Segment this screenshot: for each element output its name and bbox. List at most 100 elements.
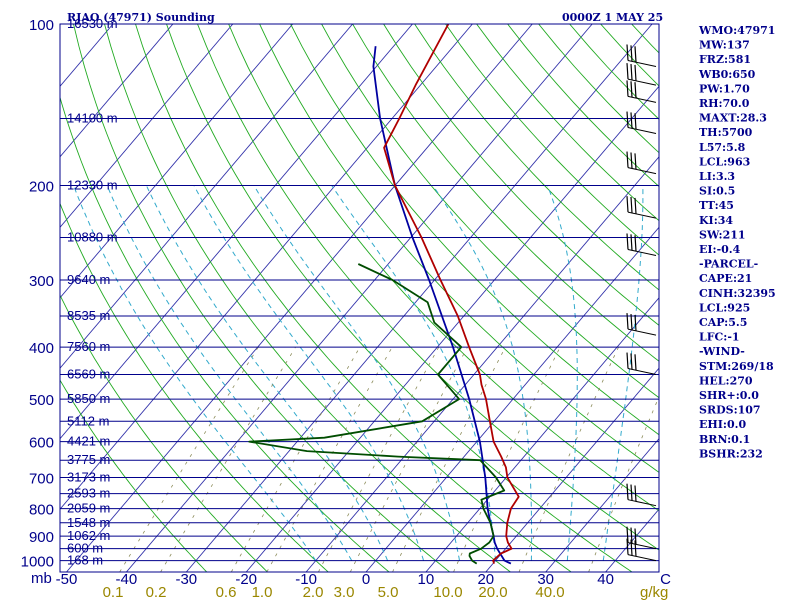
isotherm-line (66, 24, 533, 572)
height-label: 3775 m (67, 452, 110, 467)
pressure-label: 100 (29, 17, 54, 34)
wind-barb-shaft (627, 554, 657, 562)
pressure-label: 800 (29, 502, 54, 519)
wind-barb-flag (634, 82, 637, 99)
wind-barb-shaft (627, 78, 657, 86)
wind-barb (626, 63, 657, 86)
mixing-ratio-label: 5.0 (378, 584, 399, 600)
mixing-ratio-line (230, 346, 361, 572)
isotherm-line (60, 24, 353, 369)
sounding-index: KI:34 (699, 214, 733, 227)
dry-adiabat (445, 24, 659, 256)
wind-barb-shaft (627, 95, 657, 103)
pressure-label: 500 (29, 392, 54, 409)
wind-barb-flag (630, 152, 633, 169)
wind-barb-shaft (627, 248, 657, 256)
wind-barb-flag (626, 538, 629, 555)
dry-adiabat (60, 379, 208, 572)
chart-time: 0000Z 1 MAY 25 (562, 11, 663, 24)
wind-barb-flag (626, 313, 629, 330)
dry-adiabat (166, 24, 633, 572)
wind-barb (626, 196, 657, 219)
wind-barb-flag (630, 196, 633, 214)
wind-barb-flag (634, 64, 637, 81)
wind-barb-shaft (627, 167, 657, 175)
height-label: 5850 m (67, 391, 110, 406)
wind-barb-flag (630, 353, 633, 370)
wind-barb-flag (634, 314, 637, 331)
wind-barbs (626, 44, 657, 562)
sounding-index: FRZ:581 (699, 53, 751, 66)
wind-barb (626, 538, 657, 562)
height-label: 14100 m (67, 110, 118, 125)
temperature-tick-label: 0 (362, 571, 370, 588)
dry-adiabat (60, 294, 268, 572)
parcel-trace (372, 46, 512, 565)
sounding-index: L57:5.8 (699, 141, 746, 154)
temperature-trace (383, 24, 520, 564)
pressure-label: 600 (29, 435, 54, 452)
wind-barb-flag (626, 111, 629, 128)
wind-barb (626, 111, 657, 135)
pressure-label: 900 (29, 529, 54, 546)
wind-barb-flag (634, 485, 637, 502)
isobar-layer (60, 23, 659, 562)
height-label: 168 m (67, 553, 103, 568)
wind-barb-flag (634, 46, 637, 63)
wind-barb-flag (634, 354, 637, 371)
pressure-label: 400 (29, 340, 54, 357)
sounding-index: WMO:47971 (698, 24, 775, 37)
temperature-tick-label: 20 (477, 571, 494, 588)
height-label: 5112 m (67, 413, 109, 428)
temperature-tick-label: -20 (235, 571, 257, 588)
dry-adiabat (383, 24, 659, 326)
wind-barb-shaft (627, 60, 657, 67)
height-label: 4421 m (67, 434, 110, 449)
wind-barb-shaft (627, 542, 657, 550)
wind-barb-flag (630, 234, 633, 251)
wind-barb-flag (630, 112, 633, 129)
height-label: 1548 m (67, 515, 110, 530)
moist-adiabat (193, 185, 425, 561)
wind-barb-flag (630, 539, 633, 556)
sounding-index: SW:211 (699, 228, 746, 241)
mixing-ratio-line (518, 346, 619, 572)
plot-frame (59, 23, 660, 573)
moist-adiabat (253, 185, 460, 561)
wind-barb-flag (626, 526, 629, 543)
wind-barb (626, 526, 657, 550)
wind-barb-flag (626, 80, 629, 97)
height-label: 10880 m (67, 230, 118, 245)
wind-barb (626, 352, 657, 376)
temperature-tick-label: -50 (56, 571, 78, 588)
height-label: 8535 m (67, 308, 110, 323)
mixing-ratio-label: 0.2 (146, 584, 167, 600)
sounding-index: HEL:270 (699, 374, 753, 387)
wind-barb-flag (634, 540, 637, 557)
dry-adiabat (228, 24, 659, 512)
wind-barb-flag (626, 483, 629, 500)
wind-barb-flag (630, 64, 633, 81)
pressure-label: 700 (29, 471, 54, 488)
wind-barb-flag (634, 528, 637, 545)
height-label: 12330 m (67, 178, 118, 193)
wind-barb (626, 313, 657, 336)
mixing-ratio-line (119, 346, 259, 572)
wind-barb-flag (626, 196, 629, 213)
wind-barb-flag (630, 484, 633, 501)
isotherm-line (60, 24, 473, 510)
wind-barb-shaft (627, 127, 657, 135)
wind-barb-flag (630, 527, 633, 544)
sounding-index: EI:-0.4 (699, 243, 741, 256)
isotherm-line (126, 24, 593, 572)
sounding-index: STM:269/18 (699, 360, 774, 373)
sounding-index: MW:137 (699, 39, 750, 52)
wind-barb-flag (630, 81, 633, 98)
wind-barb-shaft (627, 328, 657, 336)
height-label: 6569 m (67, 367, 110, 382)
height-label: 7560 m (67, 339, 110, 354)
wind-barb-flag (634, 113, 637, 130)
isotherm-line (365, 226, 659, 572)
